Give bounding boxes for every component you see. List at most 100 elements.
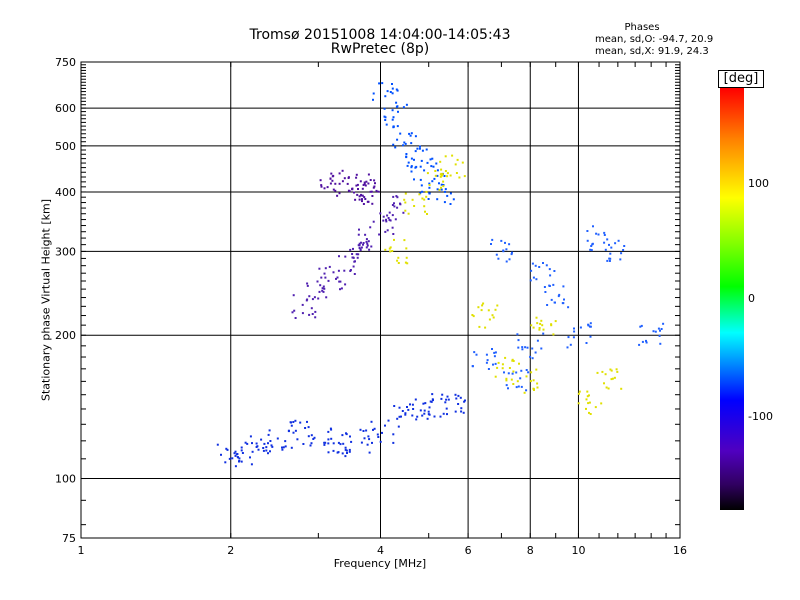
- x-tick-label: 10: [571, 544, 585, 557]
- data-point: [508, 243, 511, 246]
- data-point: [423, 205, 426, 208]
- data-point: [413, 205, 416, 207]
- data-point: [490, 243, 492, 245]
- data-point: [374, 182, 376, 185]
- data-point: [269, 440, 272, 442]
- data-point: [579, 326, 582, 329]
- data-point: [220, 453, 222, 456]
- data-point: [645, 341, 648, 344]
- data-point: [391, 250, 394, 252]
- data-point: [614, 242, 617, 245]
- data-point: [408, 132, 411, 135]
- data-point: [377, 190, 380, 193]
- data-point: [600, 402, 603, 405]
- data-point: [536, 322, 539, 325]
- data-point: [540, 319, 543, 322]
- data-point: [396, 89, 399, 92]
- data-point: [447, 398, 450, 401]
- data-point: [395, 88, 398, 91]
- data-point: [362, 203, 365, 205]
- data-point: [439, 160, 442, 163]
- data-point: [327, 430, 330, 433]
- data-point: [257, 448, 260, 451]
- y-tick-label: 600: [55, 102, 76, 115]
- data-point: [477, 306, 480, 309]
- data-point: [411, 198, 414, 201]
- data-point: [493, 351, 496, 354]
- data-point: [250, 463, 253, 466]
- data-point: [660, 328, 663, 330]
- data-point: [478, 325, 481, 328]
- data-point: [429, 400, 432, 403]
- data-point: [405, 103, 408, 106]
- data-point: [491, 314, 494, 317]
- data-point: [339, 280, 342, 283]
- data-point: [548, 285, 551, 287]
- data-point: [531, 357, 534, 360]
- data-point: [440, 168, 443, 171]
- data-point: [383, 107, 386, 110]
- data-point: [338, 172, 341, 175]
- data-point: [276, 437, 279, 440]
- data-point: [282, 446, 285, 449]
- data-point: [536, 386, 539, 389]
- data-point: [587, 323, 590, 326]
- data-point: [313, 296, 316, 299]
- data-point: [384, 95, 387, 98]
- data-point: [463, 175, 466, 178]
- data-point: [329, 182, 332, 185]
- data-point: [396, 138, 399, 141]
- data-point: [411, 403, 414, 406]
- data-point: [354, 198, 357, 201]
- data-point: [426, 213, 428, 215]
- data-point: [290, 424, 293, 427]
- data-point: [402, 106, 405, 109]
- data-point: [433, 415, 436, 418]
- data-point: [414, 150, 417, 153]
- data-point: [310, 434, 313, 437]
- data-point: [357, 253, 360, 256]
- data-point: [652, 330, 655, 333]
- data-point: [410, 166, 413, 169]
- data-point: [392, 143, 395, 146]
- data-point: [362, 243, 364, 246]
- data-point: [486, 359, 489, 362]
- data-point: [365, 240, 368, 243]
- data-point: [281, 448, 284, 451]
- data-point: [231, 457, 234, 460]
- data-point: [216, 443, 219, 446]
- data-point: [306, 420, 308, 423]
- data-point: [410, 165, 413, 168]
- data-point: [443, 175, 446, 177]
- data-point: [373, 427, 376, 430]
- data-point: [428, 184, 431, 186]
- data-point: [475, 353, 478, 356]
- data-point: [331, 175, 334, 178]
- data-point: [526, 346, 529, 349]
- data-point: [392, 195, 395, 198]
- data-point: [341, 180, 344, 183]
- data-point: [511, 372, 514, 375]
- data-point: [402, 211, 405, 214]
- data-point: [419, 192, 422, 195]
- data-point: [386, 229, 389, 232]
- data-point: [393, 238, 395, 241]
- data-point: [358, 247, 361, 249]
- data-point: [359, 248, 362, 251]
- data-point: [358, 195, 361, 198]
- data-point: [525, 375, 528, 378]
- data-point: [440, 186, 442, 189]
- data-point: [301, 312, 304, 315]
- data-point: [319, 179, 322, 182]
- data-point: [585, 342, 588, 344]
- data-point: [511, 251, 513, 254]
- data-point: [314, 310, 317, 313]
- data-point: [573, 327, 575, 330]
- data-point: [532, 276, 535, 279]
- data-point: [343, 269, 346, 272]
- data-point: [438, 188, 441, 191]
- data-point: [360, 193, 363, 196]
- data-point: [346, 452, 348, 454]
- data-point: [337, 269, 340, 272]
- data-point: [428, 186, 431, 189]
